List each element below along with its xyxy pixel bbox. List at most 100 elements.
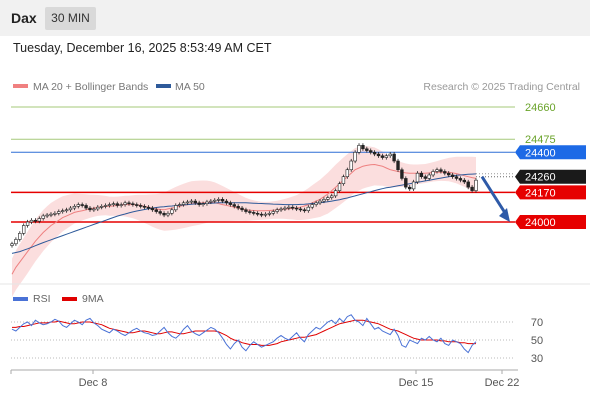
candle-body xyxy=(357,145,361,153)
candle xyxy=(376,151,381,158)
candle-body xyxy=(462,179,467,183)
candle xyxy=(220,197,225,204)
candle-body xyxy=(64,209,69,212)
last-price-label: 24260 xyxy=(525,172,556,184)
candle-body xyxy=(306,206,311,211)
candle xyxy=(25,219,30,228)
candle xyxy=(41,213,45,221)
candle-body xyxy=(291,206,295,209)
candle-body xyxy=(283,207,287,210)
candle xyxy=(111,201,116,207)
candle-body xyxy=(458,178,463,181)
legend-swatch-rsi xyxy=(13,297,28,301)
candle xyxy=(427,172,431,181)
candle-body xyxy=(33,219,38,222)
candle xyxy=(326,195,330,202)
candle-body xyxy=(14,239,18,245)
candle xyxy=(322,197,326,204)
candle xyxy=(435,167,439,174)
forecast-arrow xyxy=(480,175,510,222)
candle xyxy=(170,207,174,216)
candle xyxy=(415,171,420,185)
candle xyxy=(197,200,201,207)
candle-body xyxy=(435,169,439,172)
candle xyxy=(470,185,474,193)
candle xyxy=(76,202,80,209)
candle-body xyxy=(224,200,229,204)
x-tick-label: Dec 8 xyxy=(79,377,108,389)
rsi-tick-50: 50 xyxy=(531,335,543,347)
rsi-legend: RSI 9MA xyxy=(13,293,104,305)
level-label-24400: 24400 xyxy=(525,147,556,159)
candle xyxy=(45,212,49,218)
candle-body xyxy=(154,209,158,212)
candle xyxy=(193,199,197,205)
candle xyxy=(462,178,467,185)
candle xyxy=(135,202,139,208)
candle-body xyxy=(72,206,77,209)
candle-body xyxy=(259,213,264,216)
candle xyxy=(345,167,350,179)
level-label-24170: 24170 xyxy=(525,187,556,199)
candle-body xyxy=(80,204,84,206)
candle xyxy=(80,202,84,208)
candle xyxy=(232,202,236,209)
candle xyxy=(361,143,365,151)
candle-body xyxy=(170,209,174,214)
candle-body xyxy=(96,206,100,210)
candle-body xyxy=(279,208,283,211)
candle-body xyxy=(209,200,213,203)
candle-body xyxy=(166,212,170,216)
candle xyxy=(60,208,65,214)
candle xyxy=(18,231,22,242)
candle-body xyxy=(177,204,182,206)
timeframe-button[interactable]: 30 MIN xyxy=(45,7,96,30)
x-tick-label: Dec 22 xyxy=(485,377,520,389)
credit-text: Research © 2025 Trading Central xyxy=(423,81,580,93)
candle-body xyxy=(454,176,459,179)
candle xyxy=(279,206,283,212)
candle-body xyxy=(115,203,119,206)
candle xyxy=(263,212,268,218)
candle xyxy=(49,212,53,218)
candle xyxy=(72,204,77,211)
candle-body xyxy=(41,215,45,219)
candle xyxy=(431,169,435,178)
candle-body xyxy=(150,207,155,211)
level-label-24000: 24000 xyxy=(525,217,556,229)
candle xyxy=(240,205,244,212)
candle-body xyxy=(158,211,162,214)
level-tag-24170 xyxy=(515,185,586,200)
candle xyxy=(185,199,190,205)
candle xyxy=(154,207,158,214)
candle-body xyxy=(392,153,396,162)
candle xyxy=(447,171,451,178)
last-price-tag xyxy=(515,169,586,184)
candle-body xyxy=(135,204,139,206)
candle-body xyxy=(99,206,104,208)
candle-body xyxy=(450,174,455,177)
candle xyxy=(411,179,416,191)
candle-body xyxy=(138,205,143,207)
candle-body xyxy=(298,208,303,211)
candle xyxy=(408,185,412,191)
candle xyxy=(365,146,369,153)
candle xyxy=(384,153,389,160)
candle xyxy=(236,204,240,211)
candle-body xyxy=(205,201,209,205)
candle-body xyxy=(341,176,346,184)
legend-label-9ma: 9MA xyxy=(82,293,104,305)
candle-body xyxy=(10,243,14,246)
candle xyxy=(103,203,108,209)
candle xyxy=(330,193,334,200)
candle-body xyxy=(220,199,225,202)
candle xyxy=(216,197,221,203)
candle xyxy=(275,207,279,214)
candle-body xyxy=(162,212,166,216)
candle-body xyxy=(372,152,377,155)
candle-body xyxy=(123,202,127,205)
candle-body xyxy=(326,197,330,200)
candle xyxy=(88,205,92,212)
candle xyxy=(115,201,119,208)
